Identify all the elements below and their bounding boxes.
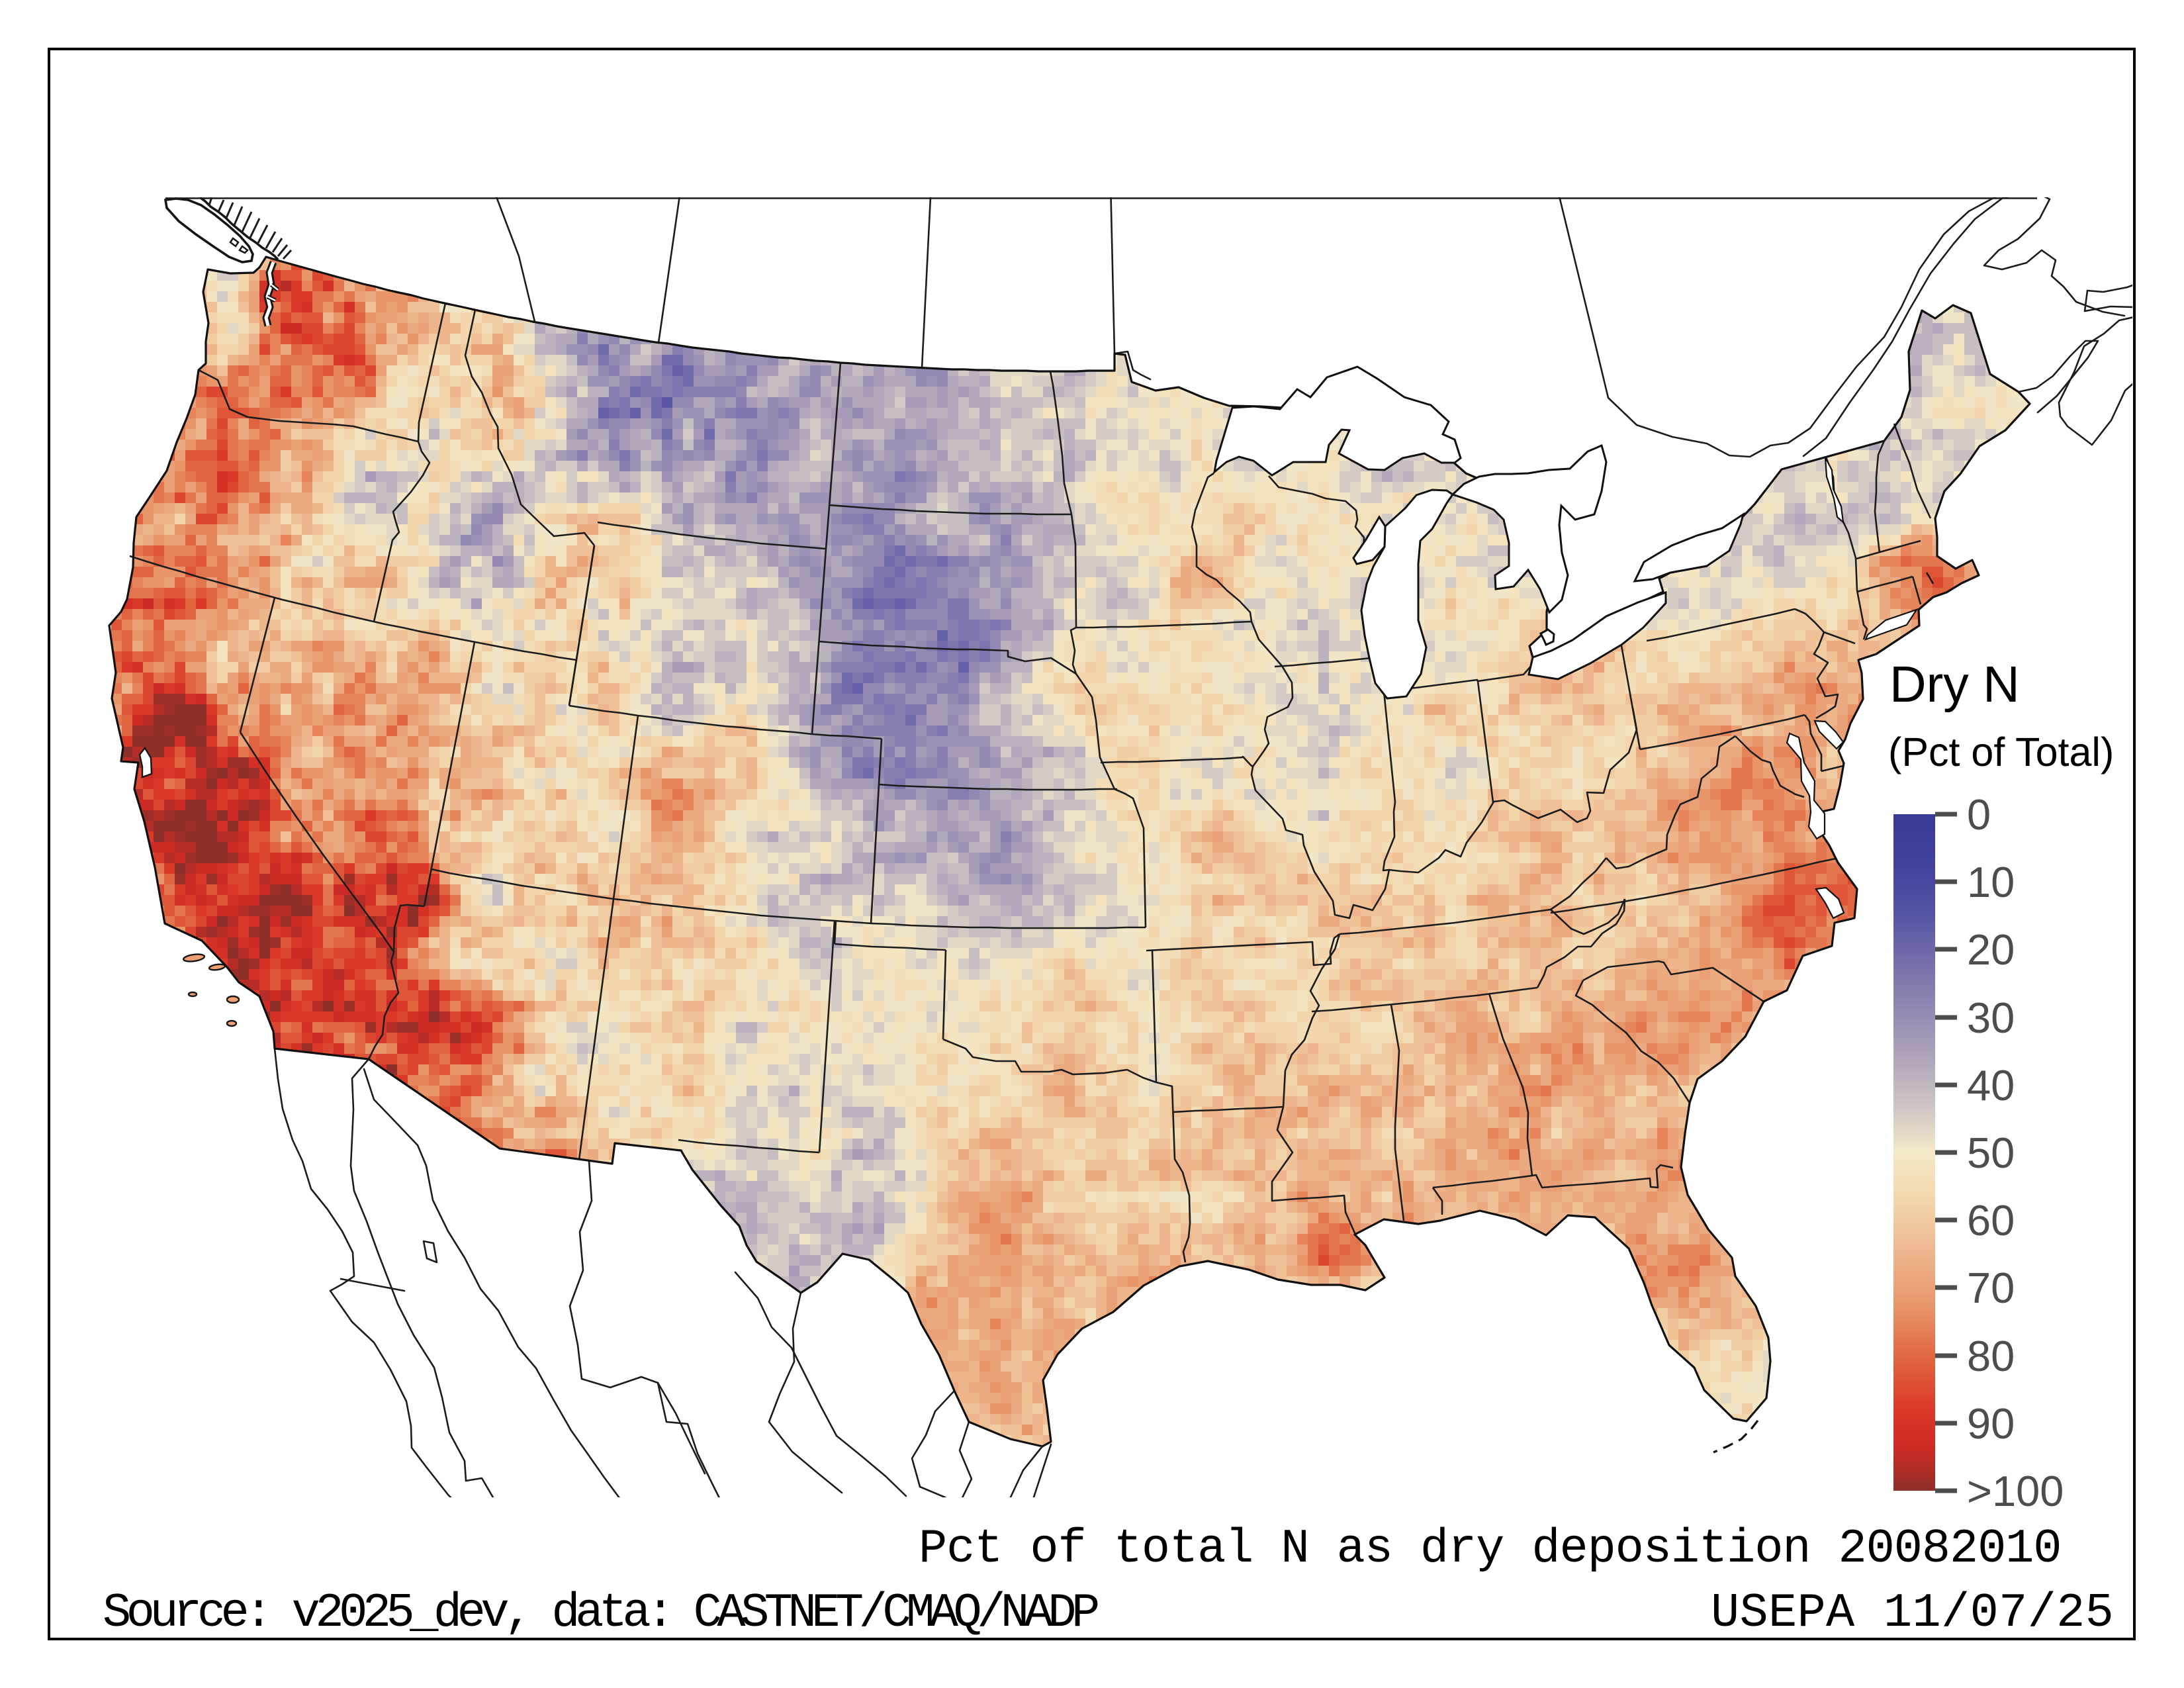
svg-text:60: 60 [1967,1196,2015,1244]
svg-text:50: 50 [1967,1129,2015,1177]
svg-text:0: 0 [1967,790,1991,839]
svg-text:80: 80 [1967,1332,2015,1380]
svg-text:Source: v2025_dev, data: CASTN: Source: v2025_dev, data: CASTNET/CMAQ/NA… [103,1586,1098,1640]
svg-text:20: 20 [1967,925,2015,974]
svg-text:10: 10 [1967,858,2015,906]
svg-text:30: 30 [1967,994,2015,1042]
svg-text:(Pct of Total): (Pct of Total) [1888,729,2114,774]
svg-text:>100: >100 [1967,1467,2064,1515]
svg-text:90: 90 [1967,1399,2015,1448]
svg-text:Dry N: Dry N [1889,656,2020,713]
svg-text:USEPA 11/07/25: USEPA 11/07/25 [1711,1586,2114,1640]
svg-text:40: 40 [1967,1061,2015,1109]
svg-text:70: 70 [1967,1264,2015,1312]
svg-text:Pct of total N as dry depositi: Pct of total N as dry deposition 2008201… [919,1522,2061,1576]
